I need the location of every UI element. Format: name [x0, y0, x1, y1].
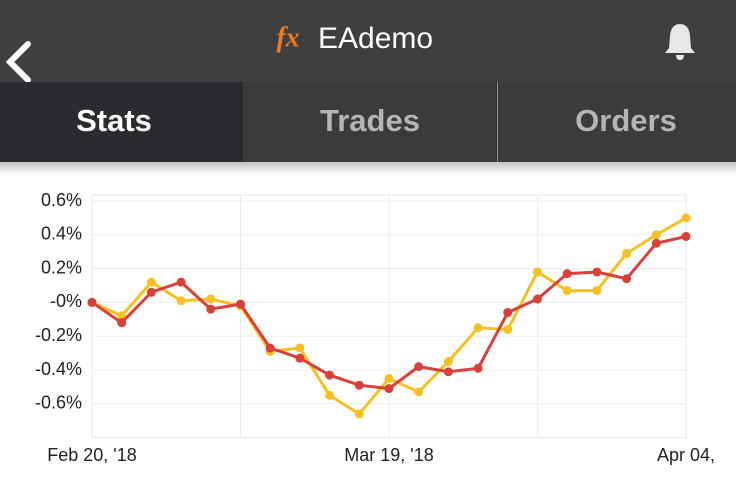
data-point [533, 267, 542, 277]
data-point [354, 409, 364, 419]
data-point [206, 304, 216, 314]
data-point [651, 230, 661, 240]
data-point [117, 318, 127, 328]
data-point [651, 238, 661, 248]
y-tick-label: 0.2% [41, 257, 82, 277]
data-point [295, 353, 305, 363]
data-point [562, 269, 572, 279]
data-point [622, 274, 632, 284]
data-point [295, 343, 305, 353]
app-title: EAdemo [318, 22, 433, 55]
data-point [681, 231, 691, 241]
data-point [117, 311, 127, 321]
data-point [622, 248, 632, 258]
data-point [592, 267, 602, 277]
notification-bell[interactable] [665, 24, 695, 60]
tab-label[interactable]: Orders [575, 103, 677, 138]
data-point [354, 380, 364, 390]
data-point [414, 362, 424, 372]
y-tick-label: -0.2% [35, 325, 82, 345]
data-point [236, 299, 245, 309]
data-point [265, 343, 275, 353]
data-point [562, 286, 572, 296]
y-tick-label: -0.6% [35, 393, 82, 413]
back-button[interactable] [5, 41, 31, 83]
tab-label[interactable]: Trades [320, 103, 420, 138]
x-tick-label: Feb 20, '18 [47, 445, 137, 465]
app-bar [0, 0, 736, 82]
x-tick-label: Apr 04, [657, 445, 715, 465]
data-point [176, 296, 186, 306]
data-point [443, 357, 453, 367]
y-tick-label: 0.6% [41, 190, 82, 210]
shadow [0, 162, 736, 174]
tab-label[interactable]: Stats [76, 103, 152, 138]
tab-trades[interactable] [242, 82, 497, 162]
x-tick-label: Mar 19, '18 [344, 445, 433, 465]
data-point [681, 213, 691, 223]
data-point [414, 387, 424, 397]
data-point [325, 370, 335, 380]
data-point [473, 363, 483, 373]
chart: 0.6% 0.4% 0.2% -0% -0.2% -0.4% -0.6% Feb 20, '1… [35, 190, 715, 465]
y-tick-label: 0.4% [41, 224, 82, 244]
data-point [146, 277, 156, 287]
data-point [206, 294, 216, 304]
data-point [533, 294, 542, 304]
data-point [473, 323, 483, 333]
data-point [503, 308, 513, 318]
logo: fx [276, 22, 299, 53]
data-point [325, 390, 335, 400]
data-point [503, 324, 513, 334]
data-point [384, 373, 394, 383]
y-tick-label: -0.4% [35, 359, 82, 379]
data-point [87, 297, 97, 307]
tab-orders[interactable] [498, 82, 736, 162]
data-point [176, 277, 186, 287]
data-point [443, 367, 453, 377]
tab-stats[interactable] [0, 82, 242, 162]
data-point [592, 286, 602, 296]
y-tick-label: -0% [50, 291, 82, 311]
data-point [146, 287, 156, 297]
data-point [384, 384, 394, 394]
